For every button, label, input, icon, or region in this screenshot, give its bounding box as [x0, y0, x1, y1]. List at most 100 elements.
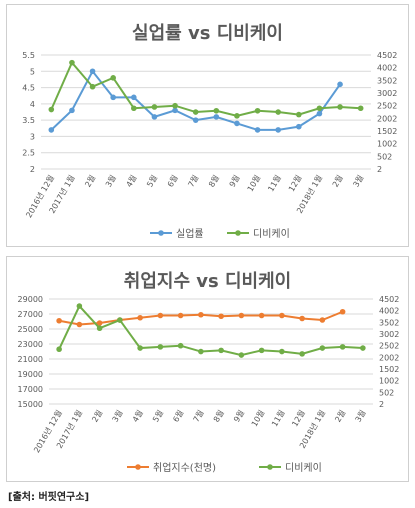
data-point	[319, 317, 326, 323]
x-tick-label: 8월	[211, 408, 226, 424]
x-tick-label: 9월	[231, 408, 246, 424]
legend-marker	[158, 230, 164, 236]
data-point	[157, 312, 164, 319]
data-point	[69, 59, 75, 66]
data-point	[137, 314, 143, 321]
data-point	[213, 107, 220, 114]
x-tick-label: 9월	[227, 173, 242, 189]
y-left-tick-label: 2.5	[22, 149, 35, 158]
data-point	[339, 344, 346, 350]
y-right-tick-label: 2502	[377, 102, 397, 111]
y-right-tick-label: 3502	[377, 76, 397, 85]
x-tick-label: 7월	[191, 408, 206, 424]
legend-label: 실업률	[176, 227, 204, 240]
data-point	[89, 83, 96, 90]
x-tick-label: 6월	[165, 173, 180, 189]
data-point	[299, 351, 305, 357]
y-left-tick-label: 15000	[18, 400, 43, 409]
data-point	[69, 107, 75, 114]
data-point	[319, 345, 326, 351]
y-right-tick-label: 2002	[377, 114, 397, 123]
y-right-tick-label: 502	[379, 388, 394, 397]
source-note: [출처: 버핏연구소]	[8, 492, 90, 503]
data-point	[89, 68, 96, 75]
y-right-tick-label: 2502	[379, 342, 399, 351]
data-point	[238, 352, 245, 358]
series-line	[58, 304, 363, 357]
data-point	[234, 120, 240, 127]
data-point	[258, 312, 265, 319]
data-point	[192, 109, 199, 115]
x-tick-label: 2월	[330, 173, 345, 189]
x-tick-label: 3월	[353, 408, 368, 424]
data-point	[131, 105, 137, 112]
data-point	[254, 107, 261, 114]
data-point	[96, 325, 103, 332]
data-point	[218, 313, 224, 320]
data-point	[110, 94, 116, 101]
series-line	[50, 60, 361, 117]
y-left-tick-label: 19000	[18, 370, 43, 379]
data-point	[76, 321, 83, 328]
y-right-tick-label: 2	[379, 400, 384, 409]
chart-title: 취업지수 vs 디비케이	[123, 271, 292, 292]
data-point	[117, 317, 123, 323]
y-left-tick-label: 4.5	[22, 84, 35, 93]
y-left-tick-label: 3.5	[22, 116, 35, 125]
data-point	[296, 123, 302, 130]
data-point	[177, 312, 184, 319]
data-point	[198, 311, 204, 318]
y-left-tick-label: 25000	[18, 325, 43, 334]
y-left-tick-label: 21000	[18, 355, 43, 364]
data-point	[339, 308, 346, 315]
data-point	[213, 114, 220, 120]
chart-panel-unemployment: 실업률 vs 디비케이 5.5 5 4.5 4 3.5 3 2.5 2 4502 4002 3502…	[6, 4, 409, 247]
y-right-tick-label: 1002	[379, 377, 399, 386]
y-right-tick-label: 2002	[379, 353, 399, 362]
data-point	[218, 347, 224, 354]
x-tick-label: 2월	[82, 173, 97, 189]
x-tick-label: 5월	[150, 408, 165, 424]
chart-svg-employment: 29000 27000 25000 23000 21000 19000 17000 15000…	[18, 295, 400, 474]
x-tick-label: 8월	[206, 173, 221, 189]
data-point	[254, 127, 261, 133]
data-point	[316, 110, 323, 117]
legend-marker	[235, 230, 241, 236]
legend-label: 디비케이	[285, 462, 322, 474]
data-point	[151, 104, 158, 110]
data-point	[258, 347, 265, 354]
data-point	[137, 345, 143, 351]
x-tick-label: 4월	[130, 408, 145, 424]
y-right-tick-label: 2	[377, 165, 382, 174]
y-left-tick-label: 23000	[18, 340, 43, 349]
y-right-tick-label: 1502	[377, 127, 397, 136]
legend-marker	[135, 464, 141, 470]
x-tick-label: 12월	[289, 408, 306, 428]
data-point	[157, 344, 164, 350]
data-point	[48, 127, 55, 133]
legend-marker	[267, 464, 273, 470]
x-tick-label: 3월	[351, 173, 366, 189]
y-right-tick-label: 3002	[379, 330, 399, 339]
data-point	[131, 94, 137, 101]
y-right-tick-label: 1502	[379, 365, 399, 374]
x-tick-label: 6월	[170, 408, 185, 424]
x-tick-label: 7월	[186, 173, 201, 189]
y-left-tick-label: 4	[30, 100, 35, 109]
y-left-tick-label: 2	[30, 165, 35, 174]
data-point	[299, 315, 305, 322]
x-tick-label: 10월	[245, 173, 262, 193]
chart-svg-unemployment: 5.554.543.532.52450240023502300225022002…	[22, 51, 397, 240]
data-point	[279, 312, 285, 319]
y-left-tick-label: 29000	[18, 295, 43, 304]
x-tick-label: 10월	[249, 408, 266, 428]
y-right-tick-label: 4002	[379, 307, 399, 316]
x-tick-label: 4월	[124, 173, 139, 189]
y-right-tick-label: 3002	[377, 89, 397, 98]
data-point	[296, 111, 302, 118]
y-right-tick-label: 4002	[377, 64, 397, 73]
x-tick-label: 11월	[265, 173, 282, 193]
chart-title: 실업률 vs 디비케이	[132, 23, 283, 44]
data-point	[48, 106, 55, 113]
data-point	[172, 107, 178, 114]
